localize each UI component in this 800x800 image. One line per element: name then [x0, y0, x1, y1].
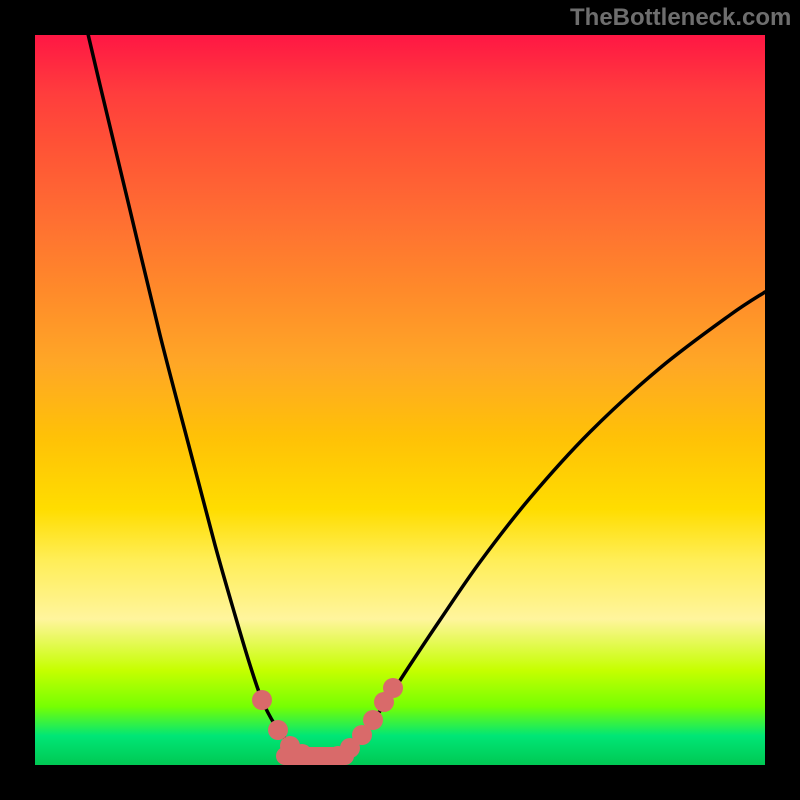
watermark-text: TheBottleneck.com	[570, 4, 791, 32]
plot-gradient-area	[35, 35, 765, 765]
chart-container: TheBottleneck.com	[0, 0, 800, 800]
